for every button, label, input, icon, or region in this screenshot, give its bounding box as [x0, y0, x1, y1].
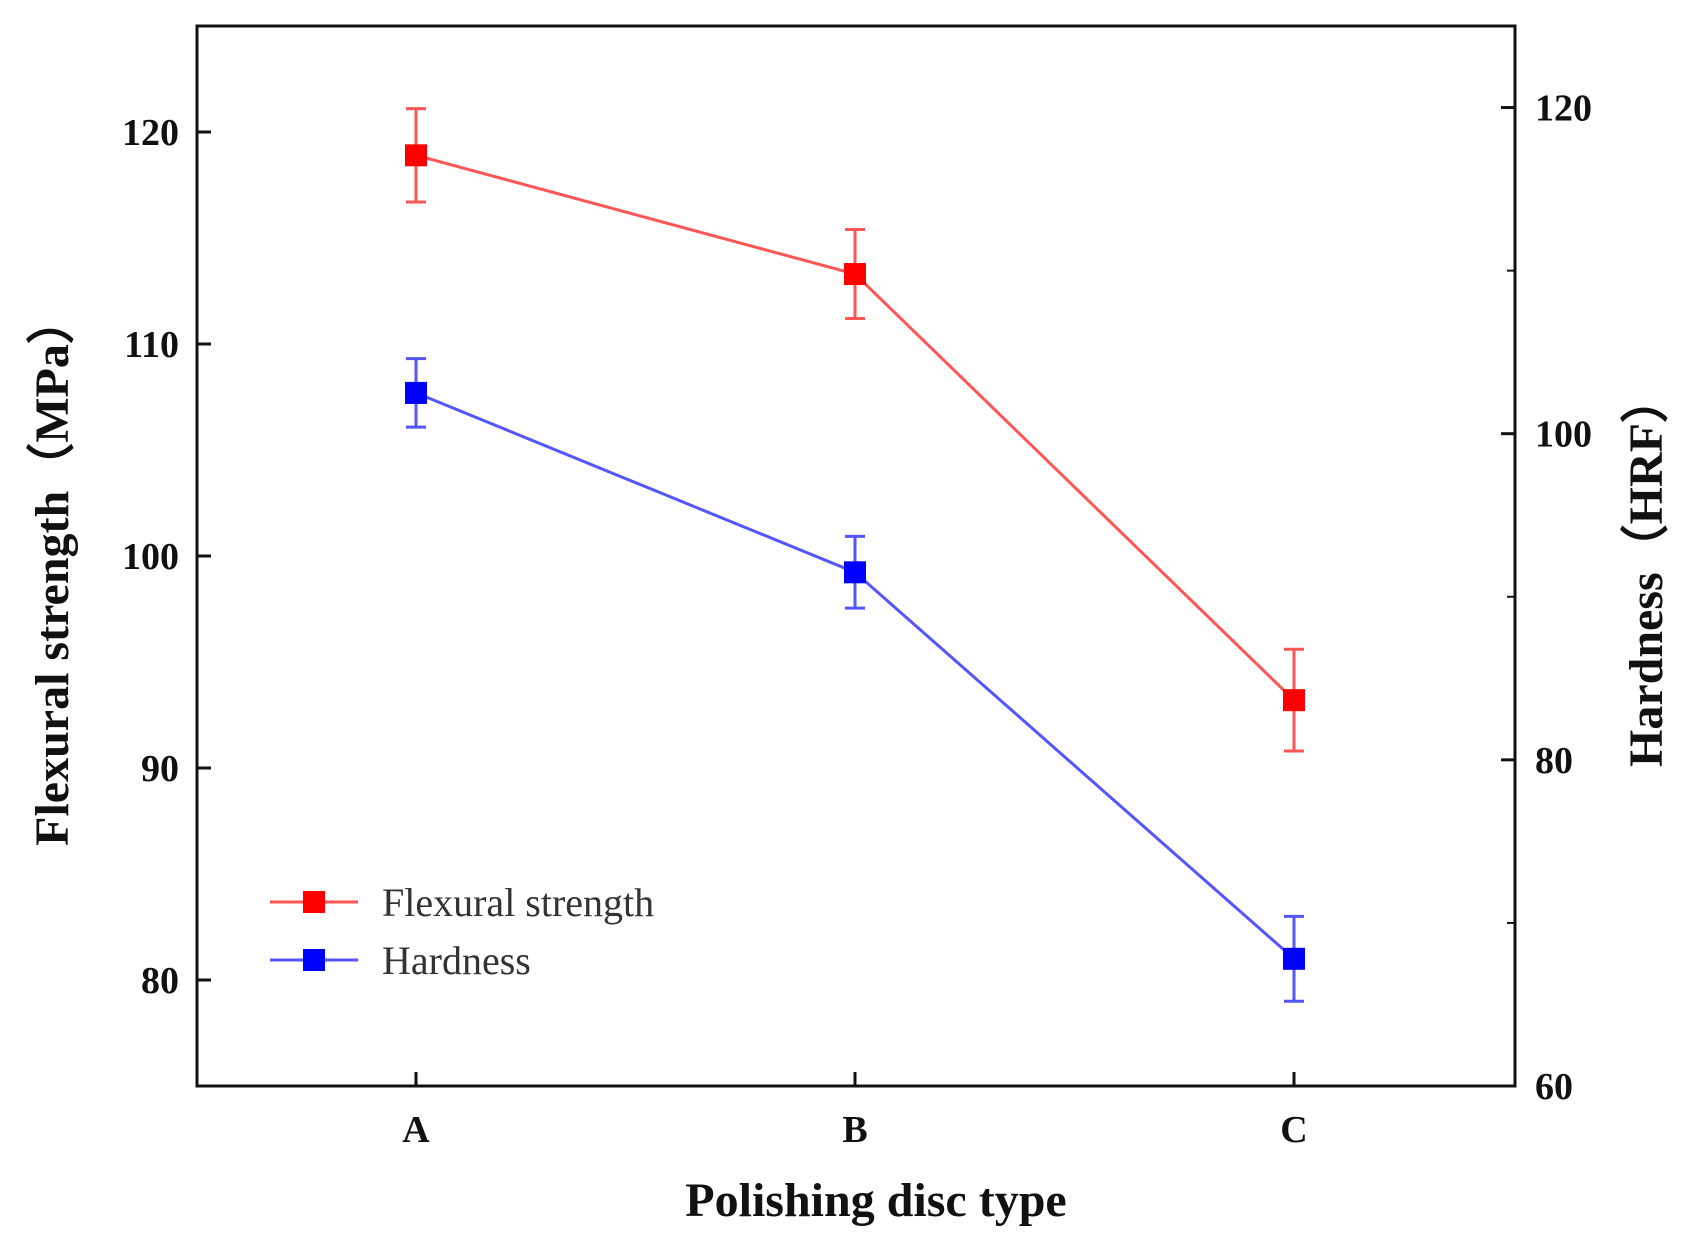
- flexural-strength-point: [405, 144, 427, 167]
- y-axis-left: 80 90 100 110 120: [122, 112, 211, 1002]
- y-right-tick-label: 60: [1535, 1066, 1573, 1108]
- y-axis-left-title: Flexural strength（MPa）: [26, 296, 79, 846]
- legend-hardness-label: Hardness: [382, 938, 531, 983]
- legend-flexural-strength-marker: [303, 891, 325, 913]
- x-axis-title: Polishing disc type: [685, 1174, 1066, 1227]
- x-tick-label: C: [1280, 1109, 1307, 1151]
- x-axis: A B C: [402, 1072, 1308, 1151]
- series-layer: [405, 107, 1305, 1003]
- y-left-tick-label: 100: [122, 536, 179, 578]
- legend: Flexural strength Hardness: [270, 880, 654, 983]
- y-axis-right: 60 80 100 120: [1501, 88, 1592, 1108]
- flexural-strength-point: [844, 263, 866, 286]
- legend-hardness-marker: [303, 949, 325, 971]
- hardness-point: [405, 381, 427, 404]
- hardness-line: [415, 391, 1295, 960]
- y-axis-right-title: Hardness（HRF）: [1620, 375, 1673, 767]
- hardness-point: [844, 561, 866, 584]
- x-tick-label: A: [402, 1109, 430, 1151]
- y-left-tick-label: 120: [122, 112, 179, 154]
- x-tick-label: B: [842, 1109, 867, 1151]
- hardness-point: [1283, 947, 1305, 970]
- y-left-tick-label: 80: [141, 960, 179, 1002]
- y-right-tick-label: 120: [1535, 88, 1592, 130]
- y-left-tick-label: 90: [141, 748, 179, 790]
- y-right-tick-label: 100: [1535, 414, 1592, 456]
- y-left-tick-label: 110: [124, 324, 179, 366]
- y-right-tick-label: 80: [1535, 740, 1573, 782]
- flexural-strength-point: [1283, 689, 1305, 712]
- legend-flexural-strength-label: Flexural strength: [382, 880, 654, 925]
